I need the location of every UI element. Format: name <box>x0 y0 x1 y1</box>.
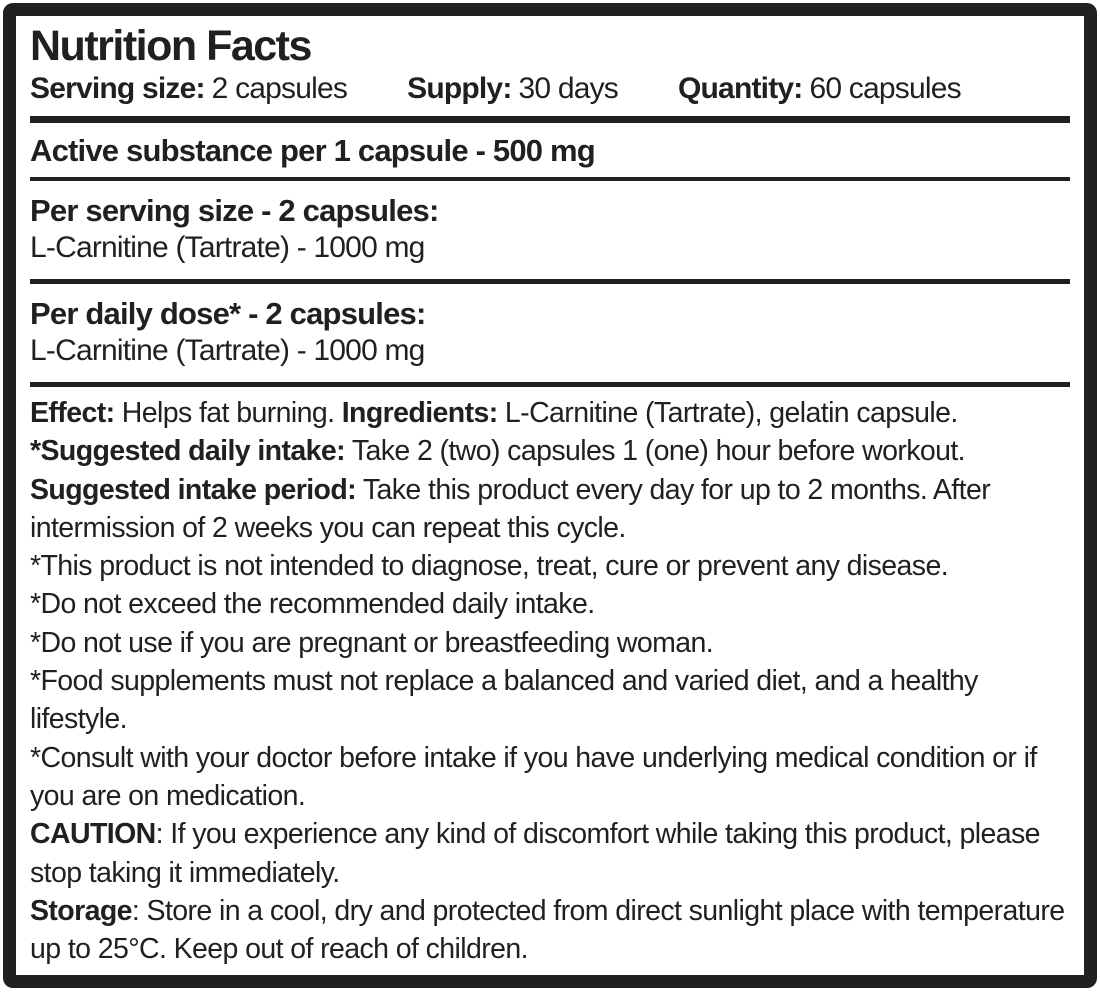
divider-medium <box>30 279 1070 284</box>
quantity-label: Quantity: <box>678 72 803 105</box>
quantity-value: 60 capsules <box>809 72 961 105</box>
per-serving-section: Per serving size - 2 capsules: L-Carniti… <box>30 181 1070 279</box>
label-content: Nutrition Facts Serving size: 2 capsules … <box>16 16 1084 975</box>
label-body-copy: Effect: Helps fat burning. Ingredients: … <box>30 387 1070 968</box>
divider-medium <box>30 382 1070 387</box>
label-title: Nutrition Facts <box>30 22 312 70</box>
nutrition-facts-label: Nutrition Facts Serving size: 2 capsules … <box>3 3 1097 988</box>
quantity-item: Quantity: 60 capsules <box>678 70 962 108</box>
serving-size-value: 2 capsules <box>211 72 348 105</box>
paragraph: *Consult with your doctor before intake … <box>30 741 1037 812</box>
paragraph: *Do not exceed the recommended daily int… <box>30 588 595 621</box>
per-daily-dose-ingredient: L-Carnitine (Tartrate) - 1000 mg <box>30 334 425 367</box>
paragraph: *This product is not intended to diagnos… <box>30 550 949 583</box>
supply-value: 30 days <box>518 72 619 105</box>
per-daily-dose-section: Per daily dose* - 2 capsules: L-Carnitin… <box>30 284 1070 382</box>
active-substance-row: Active substance per 1 capsule - 500 mg <box>30 133 596 168</box>
per-serving-heading: Per serving size - 2 capsules: <box>30 193 439 228</box>
paragraph: Storage: Store in a cool, dry and protec… <box>30 894 1065 966</box>
divider-thick <box>30 116 1070 123</box>
serving-size-label: Serving size: <box>30 72 205 105</box>
paragraph: Effect: Helps fat burning. Ingredients: … <box>30 397 991 544</box>
paragraph: *Do not use if you are pregnant or breas… <box>30 626 714 659</box>
supply-label: Supply: <box>407 72 512 105</box>
serving-summary-row: Serving size: 2 capsules Supply: 30 days Q… <box>30 70 1070 116</box>
divider-thin <box>30 177 1070 181</box>
label-header: Nutrition Facts Serving size: 2 capsules … <box>30 16 1070 116</box>
per-serving-ingredient: L-Carnitine (Tartrate) - 1000 mg <box>30 231 425 264</box>
paragraph: CAUTION: If you experience any kind of d… <box>30 818 1041 889</box>
per-daily-dose-heading: Per daily dose* - 2 capsules: <box>30 296 426 331</box>
supply-item: Supply: 30 days <box>407 70 619 108</box>
serving-size-item: Serving size: 2 capsules <box>30 70 348 108</box>
paragraph: *Food supplements must not replace a bal… <box>30 665 978 736</box>
